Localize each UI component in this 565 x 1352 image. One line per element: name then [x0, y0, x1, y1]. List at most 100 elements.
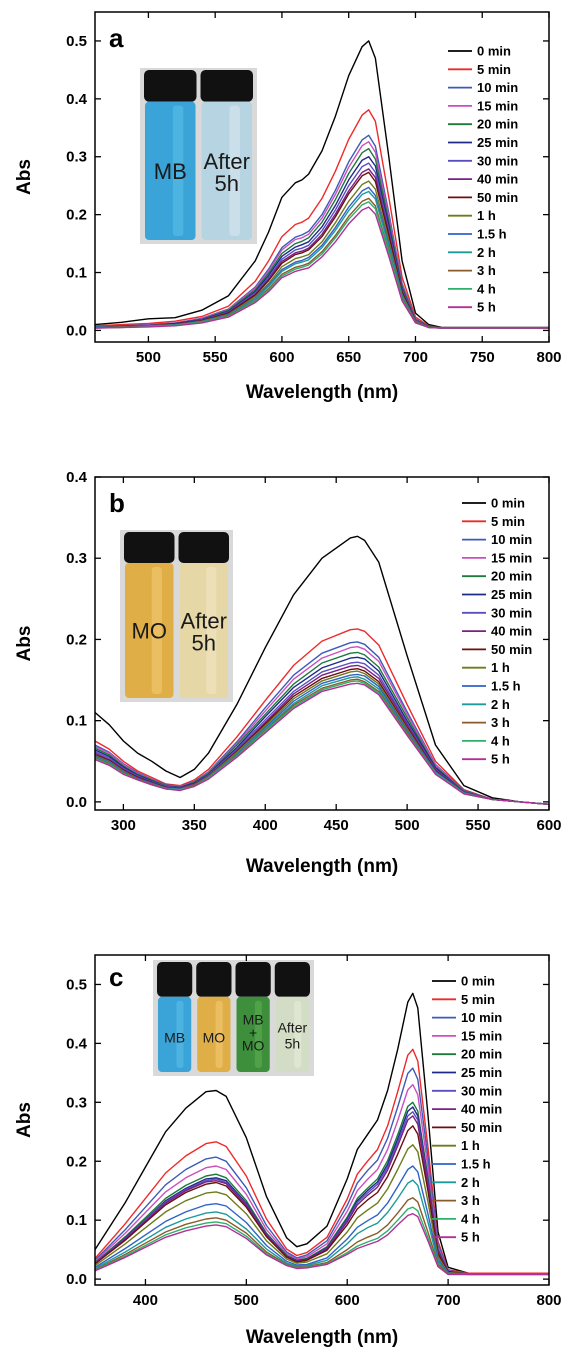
legend-entry: 1.5 h [491, 679, 521, 694]
x-tick-label: 700 [403, 349, 428, 366]
series-line-4-h [94, 1206, 549, 1276]
legend-entry: 10 min [477, 80, 518, 95]
vial-highlight [229, 105, 240, 237]
vial-mo: MO [196, 962, 232, 1072]
y-tick-label: 0.4 [66, 469, 88, 486]
series-line-15-min [94, 646, 550, 805]
legend-entry: 4 h [461, 1211, 480, 1226]
x-axis-label: Wavelength (nm) [246, 856, 398, 877]
x-axis-label: Wavelength (nm) [246, 382, 398, 403]
series-line-0-min [94, 992, 549, 1274]
legend-entry: 5 h [477, 300, 496, 315]
vial-cap [124, 532, 175, 563]
x-tick-label: 300 [111, 817, 136, 834]
y-tick-label: 0.1 [66, 713, 87, 730]
x-tick-label: 350 [182, 817, 207, 834]
vial-mb: MB [144, 70, 197, 241]
y-tick-label: 0.2 [66, 207, 87, 224]
y-tick-label: 0.3 [66, 149, 87, 166]
legend-entry: 3 h [461, 1193, 480, 1208]
legend-entry: 40 min [477, 172, 518, 187]
x-tick-label: 650 [336, 349, 361, 366]
y-tick-label: 0.4 [66, 1035, 88, 1052]
vial-highlight [254, 1000, 262, 1068]
x-tick-label: 600 [335, 1292, 360, 1309]
x-tick-label: 700 [436, 1292, 461, 1309]
panel-label: c [109, 962, 123, 992]
legend-entry: 25 min [477, 135, 518, 150]
series-line-5-h [94, 1212, 549, 1276]
vial-highlight [206, 566, 217, 694]
legend-entry: 20 min [491, 569, 532, 584]
vial-mb-mo: MB+MO [235, 962, 271, 1072]
x-tick-label: 400 [253, 817, 278, 834]
x-tick-label: 500 [136, 349, 161, 366]
y-tick-label: 0.0 [66, 322, 87, 339]
legend-entry: 0 min [477, 44, 511, 59]
legend-entry: 25 min [461, 1065, 502, 1080]
vial-cap [274, 962, 310, 997]
y-axis-label: Abs [14, 1102, 35, 1138]
legend: 0 min 5 min 10 min 15 min 20 min 25 min 30 min… [448, 44, 518, 315]
legend-entry: 1 h [491, 660, 510, 675]
legend-entry: 1 h [477, 208, 496, 223]
vial-cap [200, 70, 253, 102]
panel-label: b [109, 488, 125, 518]
legend-entry: 0 min [461, 974, 495, 989]
legend-entry: 4 h [477, 281, 496, 296]
series-line-5-min [94, 1048, 549, 1274]
series-line-50-min [94, 1125, 549, 1275]
y-axis-label: Abs [14, 626, 35, 662]
vial-highlight [215, 1000, 223, 1068]
legend-entry: 15 min [491, 550, 532, 565]
vial-label: MO [132, 618, 167, 643]
legend-entry: 50 min [491, 642, 532, 657]
x-tick-label: 600 [269, 349, 294, 366]
series-line-1.5-h [94, 1165, 549, 1276]
vial-highlight [294, 1000, 302, 1068]
legend-entry: 5 min [477, 62, 511, 77]
y-tick-label: 0.5 [66, 976, 87, 993]
y-tick-label: 0.2 [66, 1153, 87, 1170]
vial-cap [144, 70, 197, 102]
legend-entry: 1.5 h [477, 227, 507, 242]
legend-entry: 4 h [491, 733, 510, 748]
legend-entry: 40 min [491, 624, 532, 639]
vial-highlight [172, 105, 184, 237]
vial-label: 5h [192, 630, 216, 655]
series-line-0-min [94, 535, 550, 805]
y-tick-label: 0.3 [66, 550, 87, 567]
x-tick-label: 550 [466, 817, 491, 834]
plot-frame [94, 476, 550, 811]
vial-label: MO [242, 1037, 265, 1053]
vial-label: MB [164, 1029, 185, 1045]
legend-entry: 15 min [461, 1028, 502, 1043]
x-tick-label: 550 [203, 349, 228, 366]
y-tick-label: 0.1 [66, 265, 87, 282]
legend-entry: 5 h [491, 752, 510, 767]
legend-entry: 30 min [461, 1083, 502, 1098]
x-tick-label: 800 [536, 349, 561, 366]
series-line-15-min [94, 1083, 549, 1275]
series-line-10-min [94, 1067, 549, 1275]
legend-entry: 40 min [461, 1102, 502, 1117]
legend-entry: 2 h [477, 245, 496, 260]
legend-entry: 50 min [461, 1120, 502, 1135]
vial-mb: MB [157, 962, 193, 1072]
plot-frame [94, 11, 550, 343]
y-tick-label: 0.1 [66, 1212, 87, 1229]
legend-entry: 5 h [461, 1230, 480, 1245]
y-tick-label: 0.2 [66, 631, 87, 648]
legend-entry: 3 h [477, 263, 496, 278]
x-tick-label: 800 [536, 1292, 561, 1309]
plot-frame [94, 954, 550, 1286]
legend-entry: 5 min [461, 992, 495, 1007]
legend-entry: 25 min [491, 587, 532, 602]
vial-cap [235, 962, 271, 997]
